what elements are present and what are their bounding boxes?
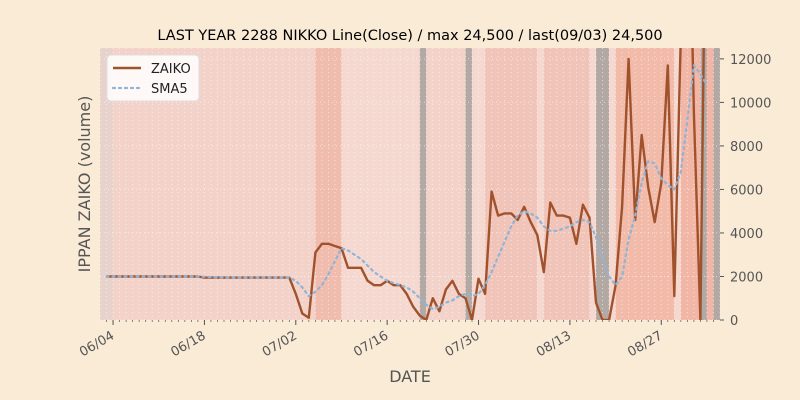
y-tick-label: 2000 bbox=[730, 270, 763, 285]
legend: ZAIKO SMA5 bbox=[106, 54, 200, 102]
series-line-zaiko bbox=[106, 48, 705, 320]
legend-label-zaiko: ZAIKO bbox=[151, 62, 191, 77]
y-tick-label: 12000 bbox=[730, 53, 771, 68]
y-tick-label: 0 bbox=[730, 314, 738, 329]
legend-box bbox=[106, 54, 200, 102]
highlight-band bbox=[706, 48, 714, 320]
chart-title: LAST YEAR 2288 NIKKO Line(Close) / max 2… bbox=[157, 28, 662, 44]
highlight-band bbox=[609, 48, 616, 320]
y-tick-label: 6000 bbox=[730, 183, 763, 198]
grid-lines bbox=[99, 48, 721, 321]
highlight-band bbox=[419, 48, 427, 320]
highlight-band bbox=[713, 48, 720, 320]
y-tick-label: 10000 bbox=[730, 96, 771, 111]
highlight-band bbox=[537, 48, 544, 320]
highlight-band bbox=[680, 48, 701, 320]
series-lines bbox=[105, 48, 709, 320]
highlight-band bbox=[589, 48, 596, 320]
highlight-band bbox=[700, 48, 707, 320]
y-tick-label: 4000 bbox=[730, 227, 763, 242]
y-axis-label: IPPAN ZAIKO (volume) bbox=[75, 96, 94, 273]
y-axis-right: 0 2000 4000 6000 8000 10000 12000 bbox=[720, 53, 771, 329]
legend-label-sma5: SMA5 bbox=[151, 82, 188, 97]
x-axis-label: DATE bbox=[389, 367, 431, 386]
highlight-band bbox=[543, 48, 590, 320]
highlight-band bbox=[465, 48, 472, 320]
series-line-sma5 bbox=[105, 64, 709, 311]
highlight-band bbox=[615, 48, 675, 320]
y-tick-label: 8000 bbox=[730, 140, 763, 155]
